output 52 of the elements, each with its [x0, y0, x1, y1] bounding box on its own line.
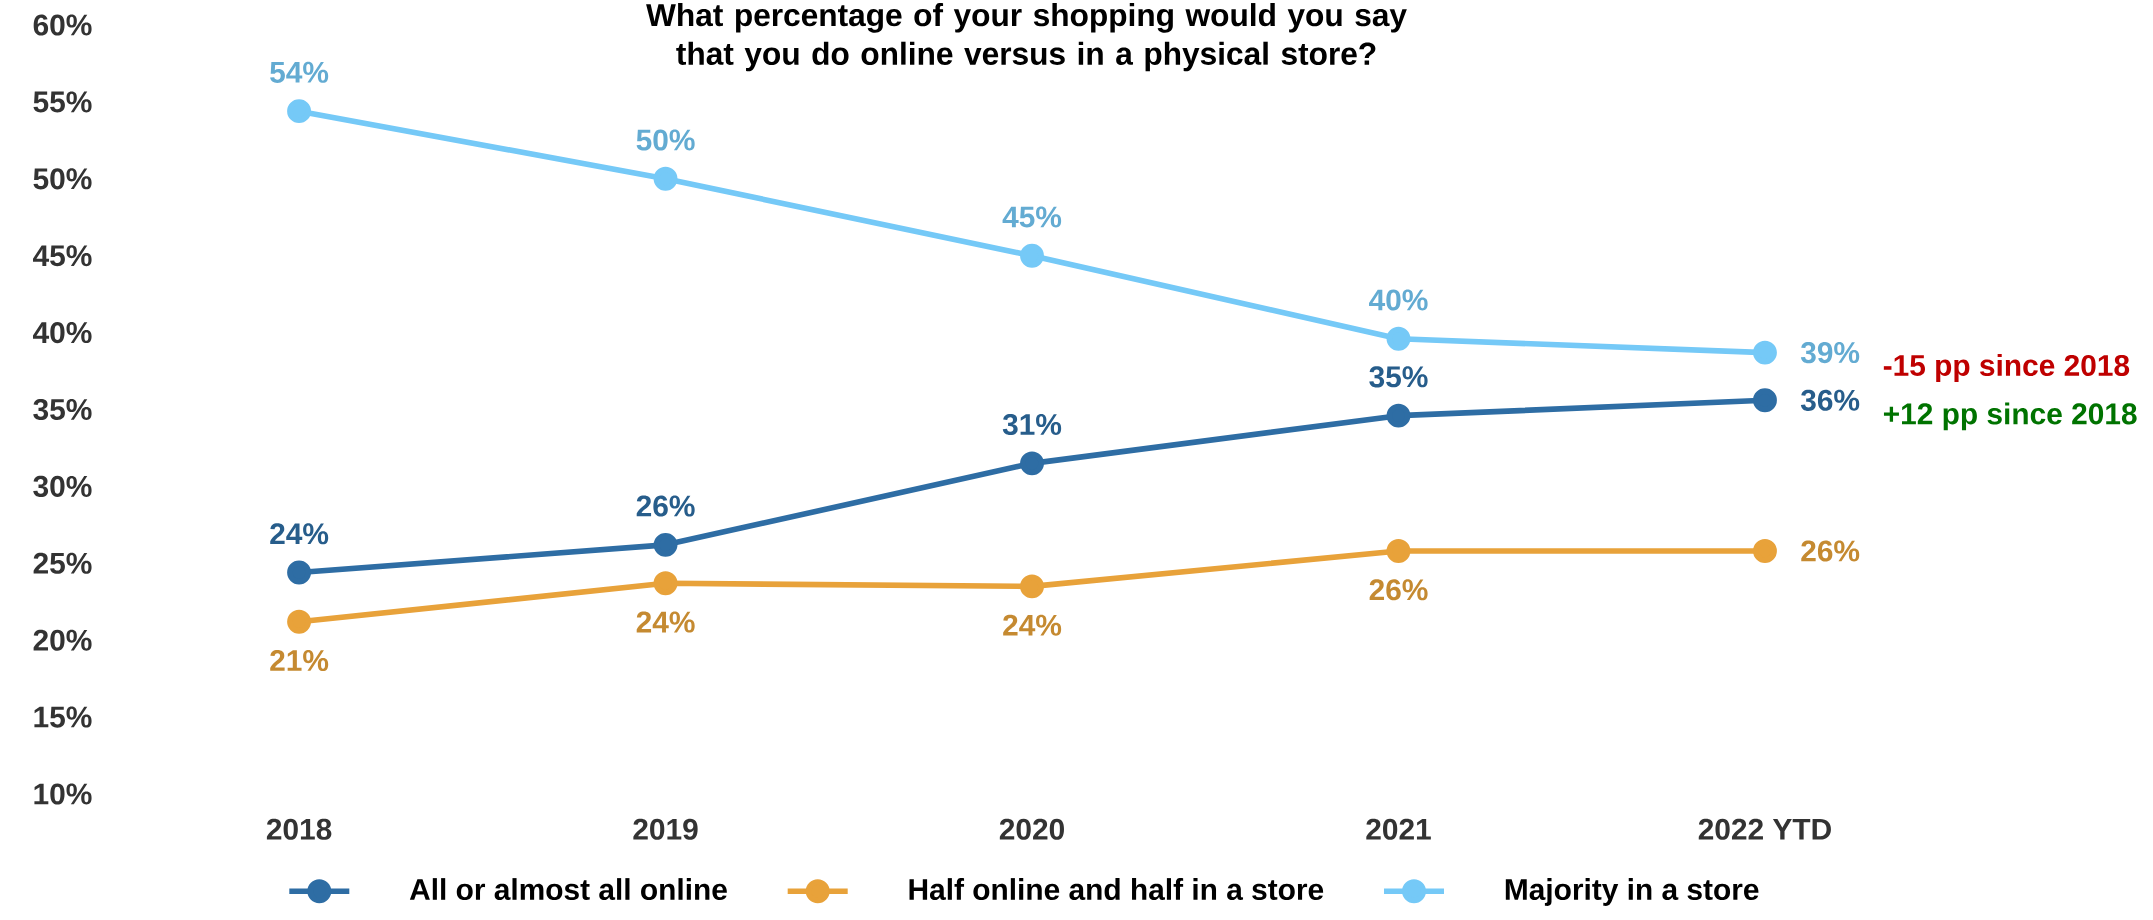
x-tick-label: 2018 — [266, 818, 332, 840]
point — [653, 571, 678, 596]
annotation: -15 pp since 2018 — [1883, 354, 2130, 382]
point — [1020, 574, 1044, 599]
y-tick-label: 45% — [33, 245, 92, 267]
y-tick-label: 30% — [33, 475, 92, 497]
data-label: 21% — [270, 650, 329, 672]
point — [1386, 403, 1411, 428]
data-label: 31% — [1002, 413, 1062, 436]
data-label: 26% — [636, 495, 695, 517]
chart-title: What percentage of your shopping would you say that you do online versus in a physical store? — [646, 3, 1407, 72]
data-label: 26% — [1801, 540, 1860, 562]
data-label: 26% — [1369, 579, 1428, 601]
point — [653, 166, 678, 191]
point — [1386, 326, 1411, 351]
data-label: 40% — [1369, 289, 1428, 311]
point — [653, 532, 678, 557]
data-label: 24% — [270, 523, 329, 545]
data-label: 35% — [1369, 366, 1428, 388]
y-tick-label: 55% — [33, 91, 92, 113]
point — [1020, 451, 1044, 476]
point — [1020, 243, 1044, 268]
data-label: 54% — [270, 61, 329, 83]
point — [287, 560, 312, 585]
x-tick-label: 2019 — [633, 818, 698, 840]
data-label: 50% — [636, 129, 695, 151]
y-tick-label: 25% — [33, 552, 92, 574]
data-label: 36% — [1800, 389, 1860, 411]
y-tick-label: 10% — [34, 783, 92, 805]
data-label: 39% — [1800, 342, 1860, 364]
point — [1753, 388, 1777, 413]
point — [287, 99, 312, 124]
data-label: 24% — [636, 611, 695, 633]
annotation: +12 pp since 2018 — [1883, 402, 2137, 431]
x-tick-label: 2021 — [1366, 818, 1431, 840]
legend-label: Majority in a store — [1505, 878, 1759, 906]
y-tick-label: 35% — [33, 398, 92, 421]
point — [1753, 340, 1777, 365]
data-label: 45% — [1002, 206, 1062, 228]
y-tick-label: 20% — [33, 629, 92, 651]
point — [287, 609, 312, 634]
y-tick-label: 40% — [33, 322, 92, 344]
data-label: 24% — [1003, 614, 1062, 636]
legend-label: Half online and half in a store — [909, 878, 1324, 901]
y-tick-label: 60% — [33, 14, 92, 36]
legend-label: All or almost all online — [409, 878, 727, 901]
y-tick-label: 15% — [34, 706, 92, 728]
y-tick-label: 50% — [33, 168, 92, 190]
x-tick-label: 2022 YTD — [1698, 818, 1831, 840]
point — [1386, 539, 1411, 563]
x-tick-label: 2020 — [999, 818, 1064, 840]
point — [1753, 539, 1777, 563]
